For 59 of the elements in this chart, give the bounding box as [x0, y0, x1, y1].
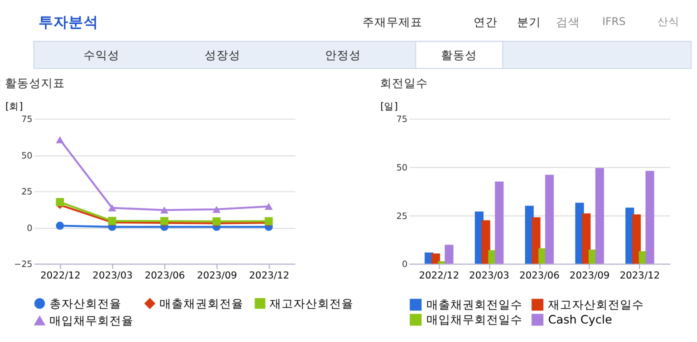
text: 연간: [474, 14, 498, 29]
chart-title: 활동성지표: [4, 76, 65, 90]
y-tick-label: 25: [396, 212, 408, 222]
bar: [545, 174, 554, 264]
point: [56, 198, 64, 206]
legend-label: 재고자산회전일수: [548, 298, 644, 312]
text: 활동성: [441, 48, 478, 62]
point: [108, 204, 116, 212]
text: 투자분석: [38, 14, 99, 31]
text: IFRS: [602, 14, 626, 28]
legend-label: 재고자산회전율: [270, 296, 354, 310]
bar: [444, 244, 454, 264]
point: [56, 222, 64, 230]
point: [212, 206, 221, 213]
text: 수익성: [84, 48, 120, 62]
chart-title: 회전일수: [380, 76, 428, 90]
y-tick-label: 50: [396, 163, 408, 174]
text: 산식: [657, 14, 680, 28]
bar: [431, 253, 440, 264]
bar: [646, 170, 654, 264]
bar: [595, 168, 604, 264]
x-tick-label: 2023/12: [249, 270, 290, 282]
legend-label: 매출채권회전율: [160, 296, 244, 310]
bar: [632, 214, 641, 264]
text: 검색: [556, 14, 580, 29]
point: [264, 202, 273, 210]
y-tick-label: 75: [396, 115, 408, 126]
text: 안정성: [325, 48, 362, 62]
legend-label: 총자산회전율: [49, 296, 122, 310]
y-tick-label: 0: [402, 260, 408, 270]
y-tick-label: 0: [26, 224, 32, 234]
x-tick-label: 2023/06: [519, 270, 560, 282]
x-tick-label: 2023/03: [469, 270, 510, 282]
bar: [582, 213, 591, 264]
bar: [494, 182, 504, 264]
point: [160, 206, 168, 214]
point: [56, 136, 64, 144]
y-tick-label: −25: [14, 260, 32, 270]
x-tick-label: 2022/12: [40, 270, 80, 282]
x-tick-label: 2023/06: [144, 270, 185, 282]
bar: [482, 220, 490, 264]
y-tick-label: 75: [21, 115, 32, 126]
x-tick-label: 2022/12: [418, 270, 460, 282]
y-axis-title: [일]: [380, 102, 398, 113]
text: 성장성: [204, 48, 240, 62]
y-tick-label: 50: [21, 151, 32, 162]
x-tick-label: 2023/12: [620, 270, 660, 282]
text: 주재무제표: [362, 14, 423, 29]
y-axis-title: [회]: [5, 102, 23, 113]
x-tick-label: 2023/09: [570, 270, 610, 282]
legend-label: 매입채무회전율: [49, 314, 134, 328]
text: 분기: [517, 14, 542, 29]
y-tick-label: 25: [21, 188, 32, 198]
x-tick-label: 2023/03: [92, 270, 133, 282]
legend-label: 매입채무회전일수: [426, 312, 522, 327]
bar: [532, 217, 540, 264]
x-tick-label: 2023/09: [196, 270, 238, 282]
legend-label: Cash Cycle: [548, 312, 612, 327]
legend-label: 매출채권회전일수: [426, 298, 522, 312]
